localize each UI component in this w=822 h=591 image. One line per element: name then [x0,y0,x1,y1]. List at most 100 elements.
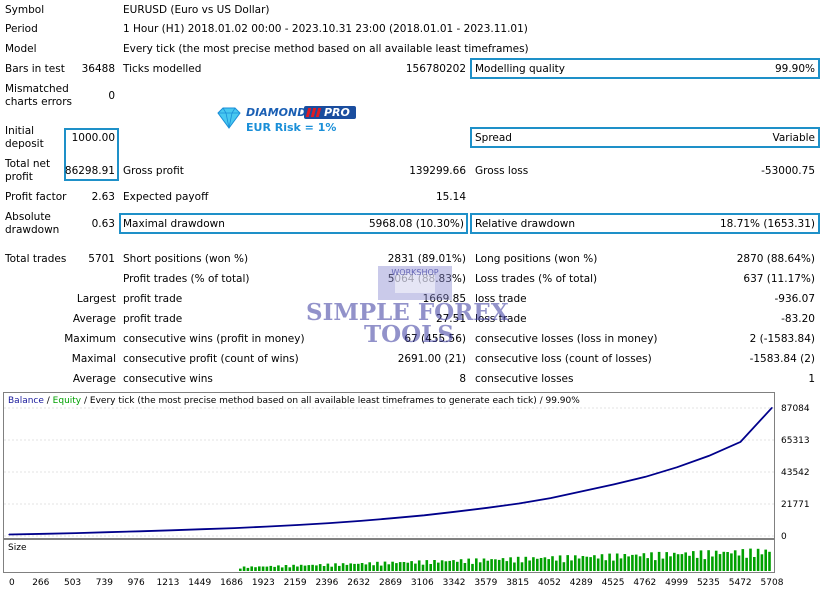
maximal-cons-loss-value: -1583.84 (2) [749,353,815,365]
profit-factor-label: Profit factor [5,191,67,203]
logo-brand-text: DIAMOND [246,106,307,119]
total-trades-label: Total trades [5,253,67,265]
size-bar-120 [695,557,699,571]
size-bar-134 [749,548,752,571]
maximal-cons-loss-label: consecutive loss (count of losses) [475,353,652,365]
logo-pro-text: PRO [324,106,350,119]
size-bar-132 [741,549,745,571]
size-bar-118 [688,555,691,571]
rel-dd-label: Relative drawdown [475,218,576,230]
average-loss-label: loss trade [475,313,527,325]
watermark-emblem-icon [378,266,452,300]
size-bar-125 [714,550,718,571]
size-bar-77 [532,557,535,571]
series-point-20 [644,476,647,478]
size-bar-106 [642,553,646,571]
maximal-label: Maximal [71,353,116,365]
size-bar-133 [745,557,748,571]
size-bar-109 [654,560,657,571]
series-point-3 [107,531,109,533]
symbol-label: Symbol [5,4,45,16]
abs-dd-label-line2: drawdown [5,224,60,236]
y-tick-0: 87084 [781,404,810,414]
size-bar-65 [486,560,490,571]
size-bar-123 [707,550,710,571]
size-bar-69 [501,558,505,571]
size-bar-122 [703,559,707,571]
chart-frame [3,392,775,539]
x-tick-14: 3342 [443,578,466,588]
x-tick-9: 2159 [284,578,307,588]
size-bar-43 [402,562,406,571]
size-bar-102 [627,556,630,571]
chart-header: Balance / Equity / Every tick (the most … [8,395,580,408]
size-bar-2 [246,567,250,571]
size-bar-92 [589,557,592,571]
series-point-0 [8,533,10,536]
size-bar-63 [478,562,482,571]
series-point-1 [43,533,46,535]
x-tick-4: 976 [128,578,145,588]
x-tick-6: 1449 [188,578,211,588]
x-tick-13: 3106 [411,578,434,588]
size-bar-96 [604,560,608,571]
bars-label: Bars in test [5,63,65,75]
x-tick-12: 2869 [379,578,402,588]
size-bar-104 [634,554,638,571]
size-bars [239,548,771,571]
size-bar-40 [391,561,394,571]
size-bar-56 [452,560,455,571]
rel-dd-value: 18.71% (1653.31) [720,218,815,230]
loss-trades-label: Loss trades (% of total) [475,273,598,285]
size-bar-74 [520,562,524,571]
size-bar-35 [372,565,375,571]
size-bar-98 [612,560,615,571]
series-point-19 [613,483,615,486]
size-bar-18 [307,565,311,571]
largest-loss-value: -936.07 [774,293,815,305]
x-tick-11: 2632 [347,578,370,588]
mismatch-value: 0 [108,90,115,102]
series-point-22 [708,455,710,457]
size-bar-99 [615,553,619,571]
series-point-17 [550,497,552,499]
size-bar-110 [657,551,661,571]
ticks-label: Ticks modelled [123,63,202,75]
size-bar-129 [730,553,733,571]
size-bar-54 [444,561,448,571]
size-bar-21 [318,564,322,571]
x-tick-1: 266 [32,578,49,588]
size-bar-6 [261,566,265,571]
size-bar-13 [288,567,292,571]
size-bar-107 [646,558,649,571]
size-bar-39 [387,564,391,571]
largest-label: Largest [76,293,116,305]
size-bar-4 [254,567,257,571]
size-bar-66 [490,559,493,571]
max-cons-losses-value: 2 (-1583.84) [749,333,815,345]
size-bar-19 [311,564,314,571]
watermark-line1: SIMPLE FOREX [306,299,509,326]
size-bar-117 [684,552,687,571]
average-loss-value: -83.20 [781,313,815,325]
size-bar-38 [383,561,387,571]
x-tick-23: 5472 [729,578,752,588]
y-tick-3: 21771 [781,500,810,510]
size-bar-119 [692,551,695,571]
size-bar-44 [406,562,410,571]
size-bar-112 [665,552,668,571]
series-point-21 [676,466,678,468]
series-point-5 [170,529,172,531]
y-tick-2: 43542 [781,468,810,478]
avg-cons-wins-value: 8 [459,373,466,385]
size-bar-67 [494,559,497,571]
size-bar-95 [600,554,604,571]
size-bar-12 [284,565,288,571]
x-tick-5: 1213 [157,578,180,588]
size-bar-23 [326,563,330,571]
size-bar-3 [250,566,253,571]
size-bar-78 [536,558,539,571]
series-point-12 [391,517,394,519]
size-bar-137 [760,554,764,571]
watermark: WORKSHOP SIMPLE FOREX TOOLS [300,262,530,352]
